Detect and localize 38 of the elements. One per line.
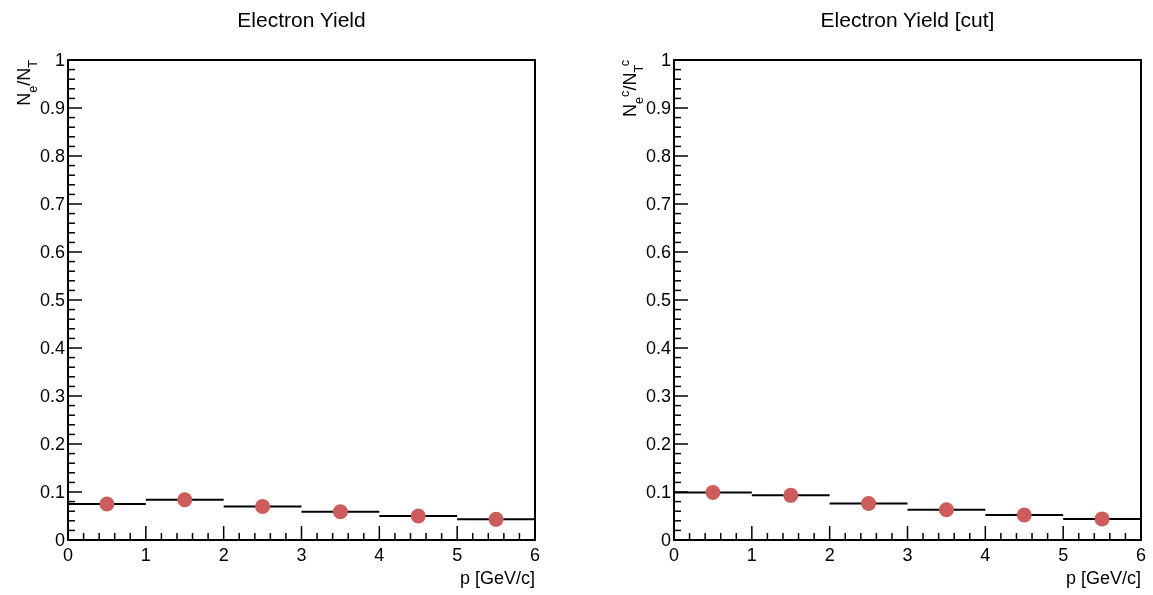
y-tick-label: 0.3	[39, 386, 65, 406]
y-tick-label: 0.4	[645, 338, 671, 358]
x-tick-label: 1	[140, 545, 151, 565]
x-tick-label: 2	[218, 545, 229, 565]
x-tick-label: 3	[296, 545, 307, 565]
x-tick-label: 1	[746, 545, 757, 565]
y-tick-label: 0.4	[39, 338, 65, 358]
y-tick-label: 0.9	[645, 98, 671, 118]
x-tick-label: 5	[1058, 545, 1069, 565]
y-tick-label: 0.2	[39, 434, 65, 454]
y-tick-label: 0.2	[645, 434, 671, 454]
x-axis-title: p [GeV/c]	[1065, 568, 1141, 588]
y-tick-label: 0.1	[645, 482, 671, 502]
chart-title: Electron Yield [cut]	[820, 8, 995, 31]
x-tick-label: 3	[902, 545, 913, 565]
y-tick-label: 1	[54, 50, 65, 70]
y-tick-label: 0.7	[645, 194, 671, 214]
x-tick-label: 4	[980, 545, 991, 565]
x-tick-label: 5	[452, 545, 463, 565]
x-tick-label: 6	[529, 545, 541, 565]
y-tick-label: 0	[660, 530, 671, 550]
x-tick-label: 2	[824, 545, 835, 565]
x-tick-label: 6	[1135, 545, 1147, 565]
y-tick-label: 0.5	[39, 290, 65, 310]
chart-title: Electron Yield	[237, 8, 366, 31]
x-tick-label: 4	[374, 545, 385, 565]
y-tick-label: 0	[54, 530, 65, 550]
y-tick-label: 0.6	[645, 242, 671, 262]
y-tick-label: 0.1	[39, 482, 65, 502]
y-tick-label: 0.9	[39, 98, 65, 118]
y-tick-label: 0.8	[645, 146, 671, 166]
y-tick-label: 0.3	[645, 386, 671, 406]
x-axis-title: p [GeV/c]	[459, 568, 535, 588]
y-tick-label: 0.5	[645, 290, 671, 310]
y-tick-label: 0.6	[39, 242, 65, 262]
y-tick-label: 0.8	[39, 146, 65, 166]
y-tick-label: 1	[660, 50, 671, 70]
y-tick-label: 0.7	[39, 194, 65, 214]
